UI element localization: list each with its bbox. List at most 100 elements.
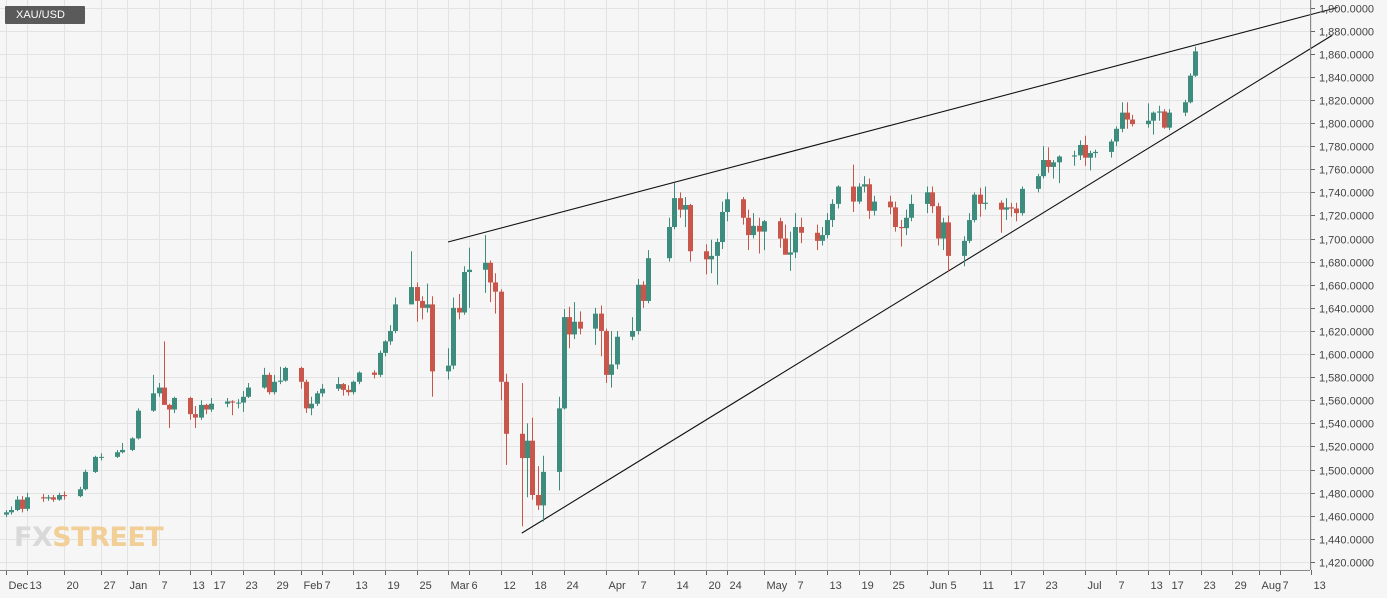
candle[interactable]: [409, 251, 414, 305]
candle[interactable]: [799, 217, 804, 244]
candle[interactable]: [162, 341, 167, 405]
trendline-upper[interactable]: [447, 6, 1338, 243]
candle[interactable]: [1109, 139, 1114, 158]
candle[interactable]: [615, 330, 620, 370]
candle[interactable]: [1078, 140, 1083, 160]
candle[interactable]: [1057, 155, 1062, 184]
candle[interactable]: [388, 325, 393, 345]
candle[interactable]: [967, 213, 972, 244]
candle[interactable]: [209, 397, 214, 412]
candle[interactable]: [609, 330, 614, 388]
candle[interactable]: [304, 379, 309, 413]
candle[interactable]: [541, 455, 546, 522]
candle[interactable]: [272, 374, 277, 395]
candle[interactable]: [1020, 186, 1025, 216]
candle[interactable]: [1151, 111, 1156, 135]
candle[interactable]: [678, 192, 683, 218]
candle[interactable]: [1114, 126, 1119, 147]
candle[interactable]: [241, 391, 246, 412]
candle[interactable]: [462, 266, 467, 315]
candle[interactable]: [157, 382, 162, 397]
candle[interactable]: [630, 317, 635, 341]
candle[interactable]: [1167, 109, 1172, 130]
candle[interactable]: [172, 396, 177, 413]
candle[interactable]: [230, 400, 235, 416]
candle[interactable]: [1146, 103, 1151, 128]
candle[interactable]: [520, 382, 525, 527]
candle[interactable]: [1072, 150, 1077, 166]
candle[interactable]: [1051, 159, 1056, 179]
candle[interactable]: [78, 486, 83, 498]
candle[interactable]: [457, 293, 462, 320]
candle[interactable]: [1088, 150, 1093, 171]
candle[interactable]: [20, 496, 25, 513]
candle[interactable]: [746, 209, 751, 251]
candle[interactable]: [562, 309, 567, 410]
candle[interactable]: [346, 385, 351, 396]
candle[interactable]: [136, 408, 141, 440]
candle[interactable]: [283, 366, 288, 382]
candle[interactable]: [62, 491, 67, 500]
candle[interactable]: [683, 196, 688, 227]
candle[interactable]: [530, 417, 535, 500]
candle[interactable]: [425, 283, 430, 313]
candle[interactable]: [83, 469, 88, 491]
candle[interactable]: [893, 201, 898, 232]
candle[interactable]: [1041, 146, 1046, 179]
candle[interactable]: [667, 217, 672, 262]
candle[interactable]: [757, 217, 762, 254]
candle[interactable]: [130, 437, 135, 452]
candle[interactable]: [888, 195, 893, 215]
candle[interactable]: [793, 213, 798, 259]
candle[interactable]: [925, 186, 930, 214]
candle[interactable]: [51, 494, 56, 502]
candle[interactable]: [430, 296, 435, 397]
candle[interactable]: [167, 403, 172, 428]
candle[interactable]: [278, 366, 283, 385]
candle[interactable]: [830, 199, 835, 227]
candle[interactable]: [315, 391, 320, 407]
candle[interactable]: [199, 400, 204, 420]
candle[interactable]: [15, 496, 20, 512]
candle[interactable]: [904, 209, 909, 236]
candle[interactable]: [688, 203, 693, 262]
candle[interactable]: [262, 367, 267, 389]
candle[interactable]: [351, 380, 356, 395]
candle[interactable]: [320, 384, 325, 397]
candle[interactable]: [578, 311, 583, 335]
candle[interactable]: [909, 194, 914, 222]
candle[interactable]: [778, 217, 783, 248]
trendline-lower[interactable]: [521, 34, 1333, 534]
candle[interactable]: [815, 224, 820, 251]
candle[interactable]: [1083, 135, 1088, 166]
candle[interactable]: [246, 382, 251, 398]
candle[interactable]: [936, 202, 941, 246]
candle[interactable]: [825, 213, 830, 239]
candle[interactable]: [309, 396, 314, 416]
candle[interactable]: [467, 247, 472, 308]
candle[interactable]: [236, 399, 241, 409]
candle[interactable]: [741, 196, 746, 225]
candle[interactable]: [204, 403, 209, 415]
candle[interactable]: [188, 396, 193, 420]
candle[interactable]: [1009, 202, 1014, 217]
candle[interactable]: [1183, 99, 1188, 117]
candle[interactable]: [567, 306, 572, 349]
candle[interactable]: [378, 350, 383, 378]
candle[interactable]: [267, 372, 272, 395]
candle[interactable]: [393, 297, 398, 334]
candle[interactable]: [1120, 102, 1125, 133]
candle[interactable]: [946, 215, 951, 273]
candle[interactable]: [451, 297, 456, 370]
candle[interactable]: [941, 217, 946, 251]
candle[interactable]: [704, 244, 709, 275]
candle[interactable]: [488, 260, 493, 303]
candle[interactable]: [636, 278, 641, 335]
candle[interactable]: [725, 192, 730, 222]
candle[interactable]: [720, 201, 725, 249]
candle[interactable]: [978, 187, 983, 217]
candle[interactable]: [820, 226, 825, 246]
candle[interactable]: [1014, 202, 1019, 222]
candle[interactable]: [999, 200, 1004, 233]
candle[interactable]: [851, 164, 856, 212]
